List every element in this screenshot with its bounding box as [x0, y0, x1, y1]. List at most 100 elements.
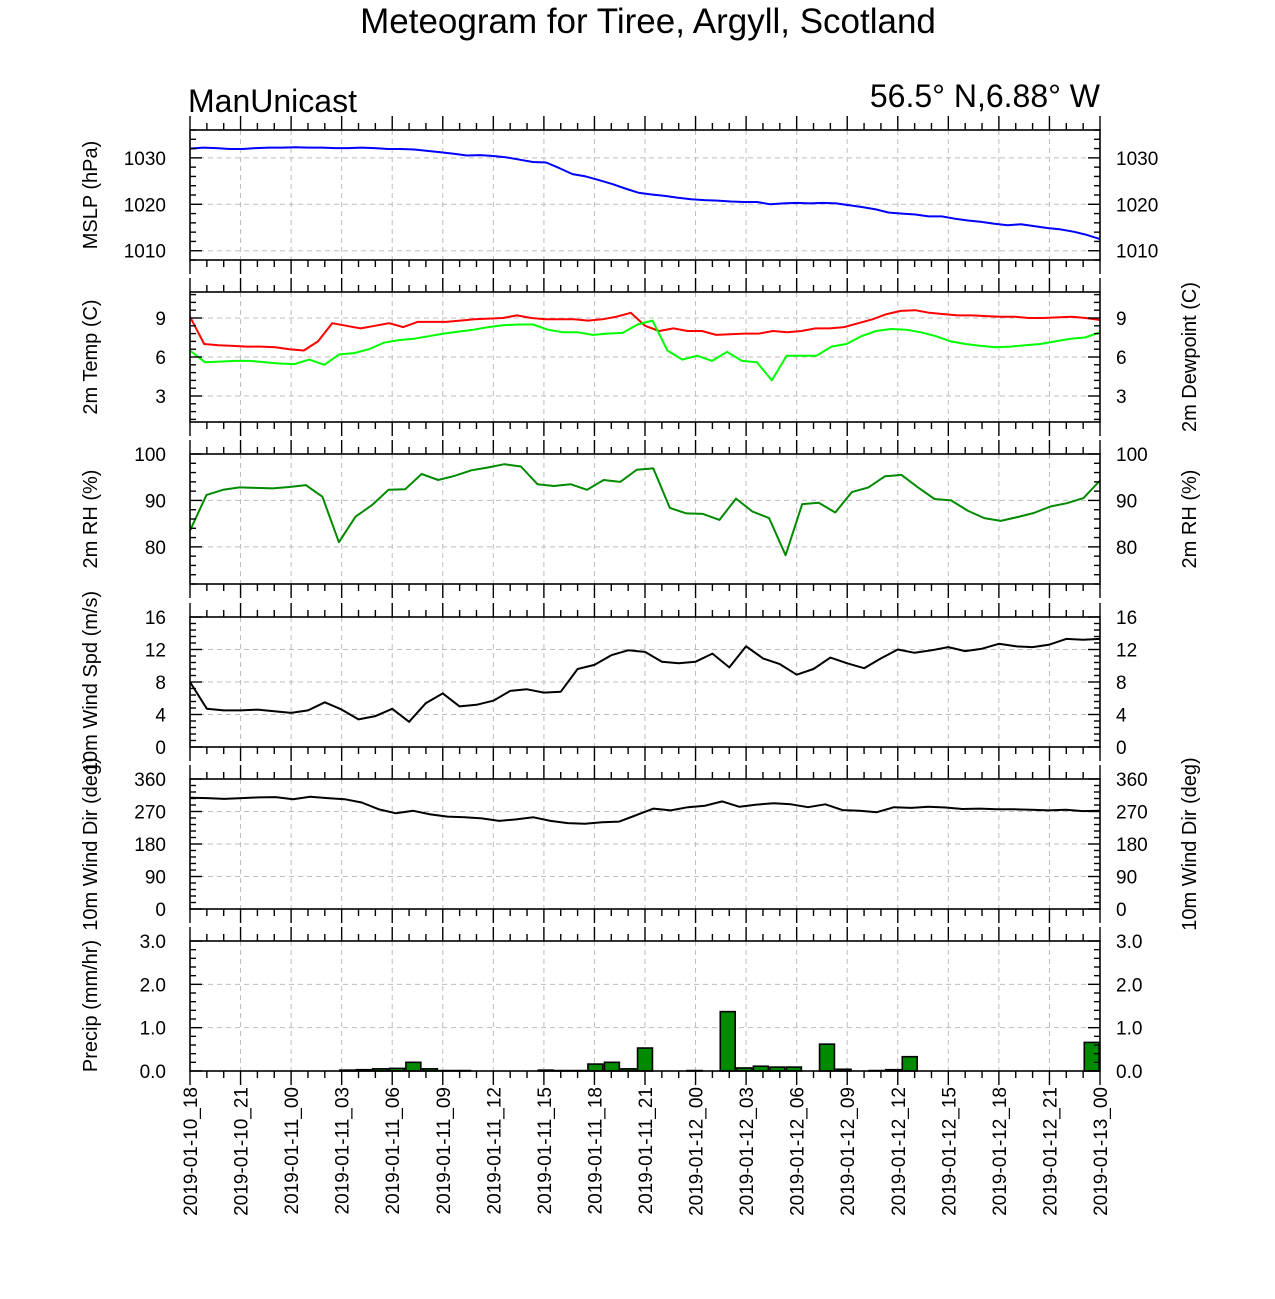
- precip-ylabel: Precip (mm/hr): [80, 940, 102, 1072]
- x-tick-label: 2019-01-12_06: [788, 1087, 809, 1216]
- temperature-series-line-1: [189, 319, 1101, 382]
- y-tick-label-right: 1030: [1116, 149, 1158, 170]
- precip-bar: [818, 1043, 836, 1072]
- model-label: ManUnicast: [188, 83, 357, 119]
- y-tick-label-right: 12: [1116, 641, 1137, 662]
- y-tick-label-left: 1010: [124, 242, 166, 263]
- x-tick-label: 2019-01-12_21: [1040, 1087, 1061, 1216]
- y-tick-label-right: 1.0: [1116, 1019, 1142, 1040]
- y-tick-label-left: 180: [134, 835, 166, 856]
- y-tick-label-left: 100: [134, 445, 166, 466]
- y-tick-label-left: 3: [155, 387, 166, 408]
- temperature-ylabel: 2m Temp (C): [80, 299, 102, 414]
- x-tick-label: 2019-01-12_03: [737, 1087, 758, 1216]
- y-tick-label-right: 8: [1116, 673, 1127, 694]
- y-tick-label-left: 90: [145, 868, 166, 889]
- temperature-ylabel-right: 2m Dewpoint (C): [1179, 282, 1201, 432]
- precip-bar: [636, 1047, 654, 1072]
- x-tick-label: 2019-01-11_00: [282, 1087, 303, 1214]
- y-tick-label-right: 6: [1116, 348, 1127, 369]
- precip-bar: [405, 1061, 422, 1072]
- panel-precip: 0.0 0.0 1.0 1.0 2.0 2.0 3.0 3.0 Precip (mm/hr): [80, 927, 1142, 1085]
- panel-temperature: 3 3 6 6 9 9 2m Temp (C) 2m Dewpoint (C): [80, 278, 1201, 436]
- wind_direction-series-line-0: [189, 795, 1101, 825]
- y-tick-label-left: 80: [145, 538, 166, 559]
- chart-title: Meteogram for Tiree, Argyll, Scotland: [360, 2, 936, 41]
- panel-rh: 80 80 90 90 100 100 2m RH (%) 2m RH (%): [80, 440, 1201, 598]
- y-tick-label-left: 2.0: [140, 975, 166, 996]
- y-tick-label-left: 360: [134, 770, 166, 791]
- y-tick-label-left: 8: [155, 673, 166, 694]
- y-tick-label-left: 16: [145, 608, 166, 629]
- panels: 1010 1010 1020 1020 1030 1030 MSLP (hPa) 3 3 6 6 9 9…: [80, 116, 1201, 1085]
- y-tick-label-left: 4: [155, 706, 166, 727]
- y-tick-label-right: 16: [1116, 608, 1137, 629]
- y-tick-label-left: 0.0: [140, 1062, 166, 1083]
- rh-series-line-0: [189, 463, 1101, 557]
- x-tick-label: 2019-01-11_18: [585, 1087, 606, 1214]
- wind_speed-ylabel: 10m Wind Spd (m/s): [80, 591, 102, 773]
- y-tick-label-right: 100: [1116, 445, 1148, 466]
- x-tick-label: 2019-01-13_00: [1091, 1087, 1112, 1216]
- precip-bar: [1083, 1041, 1100, 1072]
- rh-ylabel: 2m RH (%): [80, 470, 102, 569]
- wind_direction-ylabel: 10m Wind Dir (deg): [80, 757, 102, 930]
- time-axis-labels: 2019-01-10_18 2019-01-10_21 2019-01-11_00 2…: [181, 1087, 1112, 1216]
- precip-bar: [603, 1061, 621, 1072]
- y-tick-label-right: 360: [1116, 770, 1148, 791]
- x-tick-label: 2019-01-11_09: [434, 1087, 455, 1214]
- panel-wind_direction: 0 0 90 90 180 180 270 270 360 360 10m Wind Dir (de…: [80, 757, 1201, 930]
- wind_speed-series-line-0: [189, 637, 1101, 723]
- y-tick-label-left: 0: [155, 738, 166, 759]
- precip-bar: [587, 1063, 604, 1072]
- y-tick-label-left: 270: [134, 803, 166, 824]
- x-tick-label: 2019-01-12_12: [889, 1087, 910, 1216]
- y-tick-label-right: 3.0: [1116, 932, 1142, 953]
- y-tick-label-left: 1030: [124, 149, 166, 170]
- y-tick-label-right: 4: [1116, 706, 1127, 727]
- y-tick-label-left: 1020: [124, 195, 166, 216]
- location-label: 56.5° N,6.88° W: [870, 78, 1101, 114]
- mslp-series-line-0: [189, 146, 1101, 241]
- y-tick-label-left: 6: [155, 348, 166, 369]
- y-tick-label-left: 3.0: [140, 932, 166, 953]
- y-tick-label-right: 0.0: [1116, 1062, 1142, 1083]
- y-tick-label-right: 1020: [1116, 195, 1158, 216]
- x-tick-label: 2019-01-12_00: [687, 1087, 708, 1216]
- x-tick-label: 2019-01-11_06: [383, 1087, 404, 1214]
- y-tick-label-right: 180: [1116, 835, 1148, 856]
- y-tick-label-right: 90: [1116, 868, 1137, 889]
- precip-bar: [901, 1055, 918, 1072]
- y-tick-label-left: 0: [155, 900, 166, 921]
- x-tick-label: 2019-01-12_15: [939, 1087, 960, 1216]
- y-tick-label-right: 0: [1116, 900, 1127, 921]
- y-tick-label-right: 1010: [1116, 242, 1158, 263]
- y-tick-label-left: 1.0: [140, 1019, 166, 1040]
- mslp-ylabel: MSLP (hPa): [80, 141, 102, 250]
- x-tick-label: 2019-01-11_03: [333, 1087, 354, 1214]
- panel-mslp: 1010 1010 1020 1020 1030 1030 MSLP (hPa): [80, 116, 1158, 274]
- x-tick-label: 2019-01-10_21: [232, 1087, 253, 1216]
- precip-bar: [719, 1010, 736, 1072]
- wind_direction-ylabel-right: 10m Wind Dir (deg): [1179, 757, 1201, 930]
- y-tick-label-right: 90: [1116, 491, 1137, 512]
- y-tick-label-right: 9: [1116, 309, 1127, 330]
- panel-wind_speed: 0 0 4 4 8 8 12 12 16 16 10m Wind Spd (m/s): [80, 591, 1137, 773]
- rh-ylabel-right: 2m RH (%): [1179, 470, 1201, 569]
- x-tick-label: 2019-01-11_15: [535, 1087, 556, 1214]
- x-tick-label: 2019-01-12_18: [990, 1087, 1011, 1216]
- temperature-series-line-0: [189, 309, 1101, 352]
- x-tick-label: 2019-01-11_12: [484, 1087, 505, 1214]
- x-tick-label: 2019-01-11_21: [636, 1087, 657, 1214]
- y-tick-label-left: 90: [145, 491, 166, 512]
- y-tick-label-left: 12: [145, 641, 166, 662]
- x-tick-label: 2019-01-12_09: [838, 1087, 859, 1216]
- x-tick-label: 2019-01-10_18: [181, 1087, 202, 1216]
- y-tick-label-right: 0: [1116, 738, 1127, 759]
- y-tick-label-right: 80: [1116, 538, 1137, 559]
- y-tick-label-left: 9: [155, 309, 166, 330]
- y-tick-label-right: 270: [1116, 803, 1148, 824]
- y-tick-label-right: 2.0: [1116, 975, 1142, 996]
- y-tick-label-right: 3: [1116, 387, 1127, 408]
